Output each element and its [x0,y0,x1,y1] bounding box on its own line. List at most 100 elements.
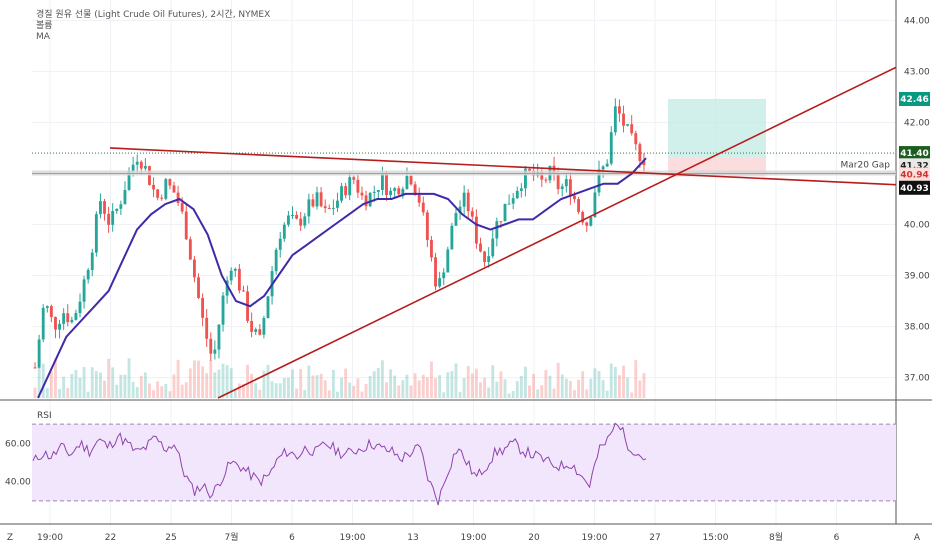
ma-label: MA [36,32,50,42]
candle-body [258,329,262,335]
candle-body [82,279,86,302]
volume-bar [180,384,184,398]
candle-body [119,204,123,209]
candle-body [397,188,401,195]
candle-body [352,177,356,180]
chart-title: 경질 원유 선물 (Light Crude Oil Futures), 2시간,… [36,10,271,20]
volume-bar [503,379,507,398]
volume-bar [135,387,139,398]
volume-bar [225,365,229,398]
volume-bar [315,375,319,398]
volume-bar [327,390,331,398]
candle-body [376,189,380,192]
candle-body [564,179,568,187]
volume-bar [336,391,339,398]
candle-body [278,238,282,250]
price-badge [899,180,930,195]
volume-bar [376,368,380,398]
candle-body [176,192,180,203]
volume-bar [491,365,495,398]
volume-bar [626,377,630,398]
candle-body [103,201,106,214]
candle-body [515,191,519,199]
volume-bar [434,378,437,398]
volume-bar [295,388,299,398]
volume-bar [54,358,57,398]
candle-body [622,113,625,126]
rsi-panel: RSI [32,411,896,506]
price-tick-label: 43.00 [904,67,930,77]
candle-body [491,238,495,257]
candle-body [336,200,339,208]
candle-body [425,212,429,241]
volume-bar [622,365,625,398]
volume-bar [250,373,254,398]
volume-bar [94,371,98,398]
profit-zone [668,98,766,158]
rsi-tick-label: 40.00 [5,478,31,488]
volume-bar [242,383,245,398]
candle-body [319,192,323,207]
volume-bar [278,383,282,398]
volume-bar [642,373,646,398]
price-badge-label: 41.32 [900,161,928,171]
price-tick-label: 44.00 [904,16,930,26]
price-badge-label: 42.46 [900,95,928,105]
candle-body [630,124,634,134]
candle-body [368,192,372,207]
volume-bar [585,389,589,398]
candle-body [507,203,511,205]
volume-bar [593,368,597,398]
volume-bar [552,388,556,398]
candle-body [291,214,294,216]
volume-bar [74,369,78,398]
candle-body [160,197,164,199]
volume-bar [90,367,94,398]
candle-body [62,313,66,324]
candle-body [421,202,425,213]
candle-body [503,203,507,222]
candle-body [499,221,503,223]
volume-bar [184,382,188,398]
volume-bar [474,368,478,398]
volume-bar [421,374,425,398]
volume-bar [548,375,552,398]
price-tick-label: 37.00 [904,374,930,384]
candle-body [41,307,45,340]
volume-bar [613,366,617,398]
price-tick-label: 40.00 [904,221,930,231]
candle-body [282,224,286,239]
candle-body [209,338,213,354]
volume-bar [274,383,278,398]
candle-body [593,192,597,218]
candle-body [605,163,609,167]
volume-bar [609,363,613,398]
candle-body [413,184,417,195]
volume-bar [560,374,564,398]
volume-bar [213,372,217,398]
volume-bar [201,366,205,398]
volume-bar [450,371,454,398]
candle-body [626,124,630,126]
candle-body [323,206,327,209]
volume-bar [487,387,491,398]
volume-bar [368,376,372,398]
candle-body [74,313,78,320]
volume-bar [192,360,196,398]
candle-body [172,185,176,193]
candle-body [601,166,605,170]
volume-bar [483,377,487,398]
volume-bar [258,389,262,398]
time-tick-label: 19:00 [340,533,366,543]
candle-body [164,179,168,199]
candle-body [389,190,393,196]
candle-body [364,195,368,207]
candle-body [438,278,442,287]
volume-bar [372,371,376,398]
volume-bar [409,385,413,398]
volume-bar [172,374,176,398]
candle-body [462,192,466,207]
volume-bar [123,374,127,398]
volume-bar [442,392,446,398]
